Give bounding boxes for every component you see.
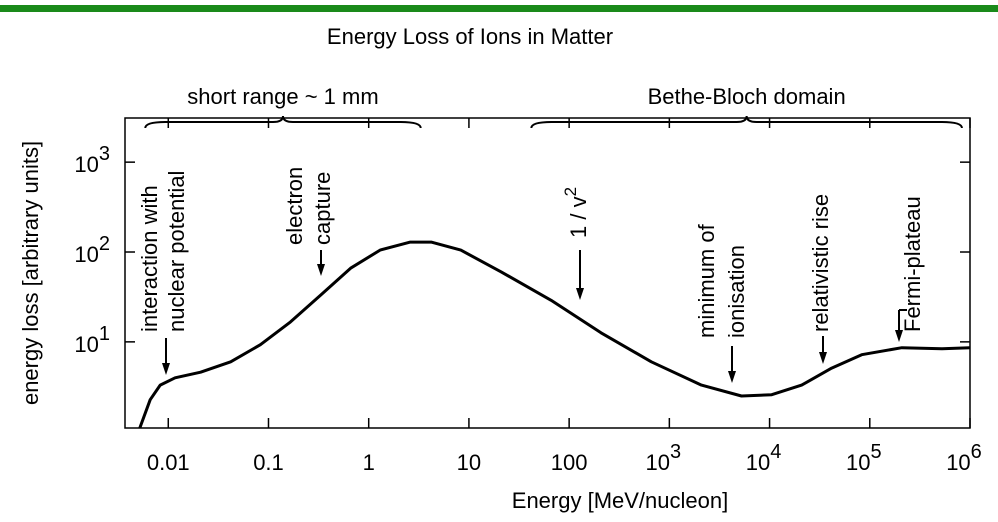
tick-base: 10 (846, 450, 870, 475)
annotation-sup: 2 (561, 187, 580, 196)
annotation: ionisation (724, 245, 749, 338)
energy-loss-curve (138, 240, 971, 429)
y-axis-label: energy loss [arbitrary units] (18, 141, 43, 405)
annotation: 1 / v2 (561, 187, 591, 238)
annotation: interaction with (137, 185, 162, 332)
x-tick-label: 100 (551, 450, 588, 475)
tick-exponent: 1 (99, 323, 110, 345)
annotation-line: interaction with (137, 185, 162, 332)
y-tick-label: 103 (74, 143, 110, 177)
x-tick-label: 103 (646, 441, 682, 475)
y-tick-label: 102 (74, 233, 110, 267)
annotation: Fermi-plateau (900, 196, 925, 332)
tick-exponent: 4 (770, 441, 781, 463)
tick-exponent: 2 (99, 233, 110, 255)
x-tick-label: 105 (846, 441, 882, 475)
x-tick-label: 0.1 (253, 450, 284, 475)
arrow-head (819, 352, 827, 364)
x-tick-label: 0.01 (147, 450, 190, 475)
annotation: minimum of (694, 223, 719, 338)
header-bar (0, 5, 998, 12)
annotation: relativistic rise (808, 194, 833, 332)
x-axis-label: Energy [MeV/nucleon] (512, 488, 728, 513)
arrow-head (728, 371, 736, 383)
x-tick-label: 1 (363, 450, 375, 475)
annotation: electron (282, 167, 307, 245)
range-brace (144, 115, 422, 129)
annotation-line: Fermi-plateau (900, 196, 925, 332)
plot-frame (124, 117, 971, 429)
annotation-line: relativistic rise (808, 194, 833, 332)
arrow-head (162, 363, 170, 375)
x-tick-label: 104 (746, 441, 782, 475)
range-label: Bethe-Bloch domain (648, 84, 846, 109)
tick-base: 10 (746, 450, 770, 475)
tick-exponent: 6 (971, 441, 982, 463)
annotation-line: 1 / v (566, 196, 591, 238)
tick-base: 10 (946, 450, 970, 475)
annotation-line: capture (310, 172, 335, 245)
annotation-line: nuclear potential (164, 171, 189, 332)
tick-exponent: 3 (99, 143, 110, 165)
tick-exponent: 3 (670, 441, 681, 463)
annotation-line: ionisation (724, 245, 749, 338)
arrow-head (317, 264, 325, 276)
tick-base: 10 (74, 242, 98, 267)
tick-base: 10 (74, 332, 98, 357)
chart-title: Energy Loss of Ions in Matter (327, 24, 613, 49)
tick-base: 10 (74, 152, 98, 177)
annotation: nuclear potential (164, 171, 189, 332)
x-tick-label: 106 (946, 441, 982, 475)
annotation-line: minimum of (694, 223, 719, 338)
arrow-head (895, 330, 903, 342)
arrow-head (576, 288, 584, 300)
range-label: short range ~ 1 mm (187, 84, 378, 109)
tick-base: 10 (646, 450, 670, 475)
annotation-line: electron (282, 167, 307, 245)
y-tick-label: 101 (74, 323, 110, 357)
tick-exponent: 5 (870, 441, 881, 463)
annotation: capture (310, 172, 335, 245)
range-brace (530, 115, 963, 129)
x-tick-label: 10 (457, 450, 481, 475)
